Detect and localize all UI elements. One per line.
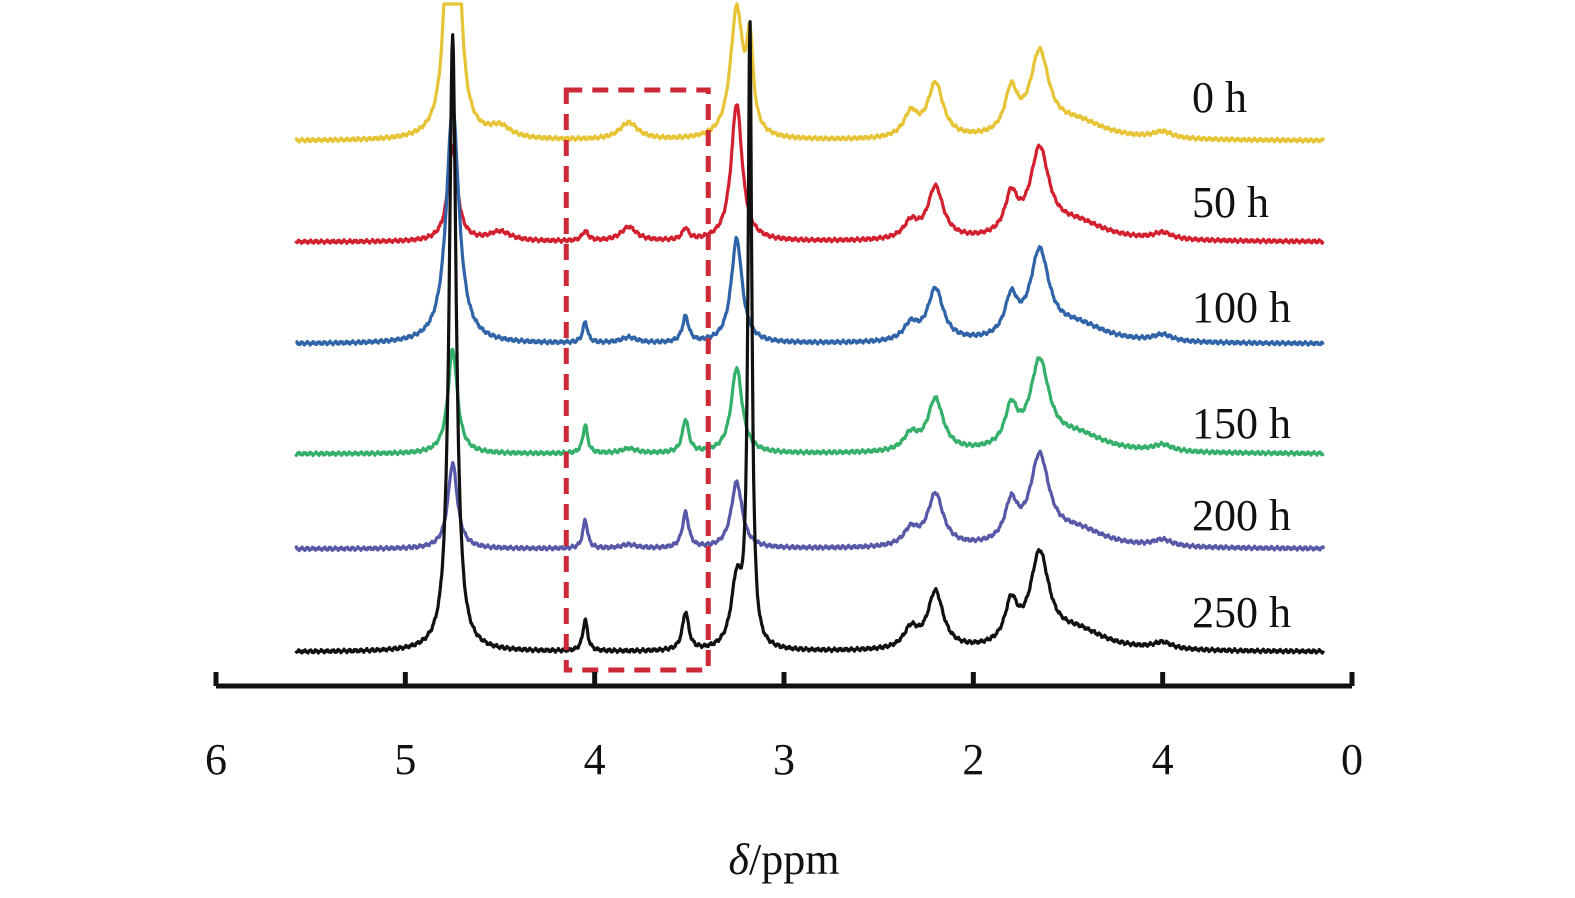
spectrum-traces xyxy=(294,2,1326,655)
x-tick-label: 2 xyxy=(962,735,984,784)
x-tick-label: 4 xyxy=(584,735,606,784)
series-label: 150 h xyxy=(1192,399,1291,448)
x-tick-label: 3 xyxy=(773,735,795,784)
x-axis-label: δ/ppm xyxy=(729,835,840,884)
series-line-200h xyxy=(294,449,1326,553)
series-label: 0 h xyxy=(1192,73,1247,122)
series-line-150h xyxy=(294,347,1325,458)
series-label: 100 h xyxy=(1192,283,1291,332)
series-line-250h xyxy=(294,20,1326,655)
x-axis-tick-labels: 6 5 4 3 2 4 0 xyxy=(205,735,1363,784)
x-tick-label: 4 xyxy=(1152,735,1174,784)
series-labels: 0 h 50 h 100 h 150 h 200 h 250 h xyxy=(1192,73,1291,637)
series-line-100h xyxy=(294,105,1325,347)
x-axis: 6 5 4 3 2 4 0 xyxy=(205,672,1363,784)
series-label: 50 h xyxy=(1192,178,1269,227)
x-tick-label: 0 xyxy=(1341,735,1363,784)
x-tick-label: 6 xyxy=(205,735,227,784)
x-axis-label-unit: /ppm xyxy=(749,835,839,884)
series-line-50h xyxy=(294,103,1325,245)
x-axis-label-symbol: δ xyxy=(729,835,751,884)
series-label: 250 h xyxy=(1192,588,1291,637)
series-label: 200 h xyxy=(1192,491,1291,540)
x-axis-ticks xyxy=(213,672,1355,686)
highlight-box xyxy=(563,87,711,673)
x-tick-label: 5 xyxy=(394,735,416,784)
series-line-0h xyxy=(294,2,1326,144)
